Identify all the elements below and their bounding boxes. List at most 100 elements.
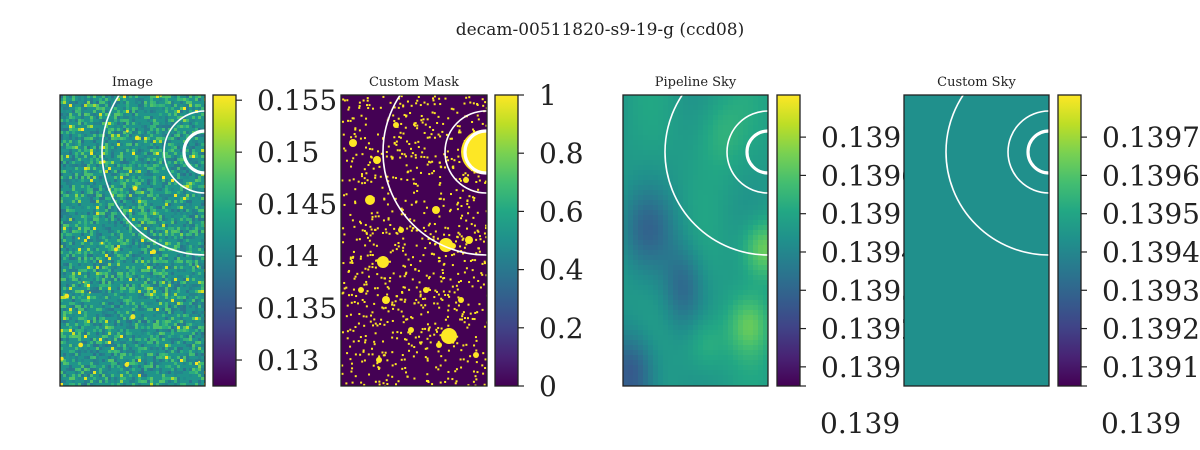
star-source <box>134 135 140 141</box>
star-source <box>114 247 118 252</box>
colorbar-tick-label: 0.1397 <box>821 121 919 154</box>
image-area <box>341 57 487 386</box>
star-source <box>88 291 91 294</box>
panel-2: Custom Mask 0 0.2 0.4 0.6 0.8 1 <box>340 57 584 403</box>
masked-source <box>441 328 457 344</box>
outer-circle <box>664 95 768 256</box>
colorbar-tick-label: 0.6 <box>539 195 584 228</box>
star-source <box>198 360 201 363</box>
figure-title: decam-00511820-s9-19-g (ccd08) <box>455 20 745 40</box>
panel-frame <box>903 94 1050 387</box>
colorbar-tick-label: 0.1396 <box>821 159 919 192</box>
colorbar <box>494 94 519 387</box>
colorbar-tick-label: 0.1395 <box>1102 198 1200 231</box>
star-source <box>196 265 200 268</box>
star-source <box>102 160 106 164</box>
colorbar-tick-label: 0.1393 <box>821 274 919 307</box>
star-source <box>132 185 138 191</box>
colorbar-tick-label: 0.1394 <box>821 236 919 269</box>
star-source <box>100 241 104 245</box>
outer-circle <box>382 95 487 256</box>
star-source <box>60 356 64 361</box>
masked-source <box>432 206 440 214</box>
masked-source <box>365 195 375 205</box>
colorbar-tick-label: 0.1391 <box>821 351 919 384</box>
masked-source <box>382 296 390 304</box>
panel-frame <box>622 94 769 387</box>
outer-circle <box>945 95 1049 256</box>
masked-source <box>373 156 381 164</box>
panel-1: Image 0.13 0.135 0.14 0.145 0.15 0.155 <box>59 75 337 387</box>
colorbar-offset-label: 0.139 <box>1101 407 1181 440</box>
panel-3: Pipeline Sky 0.1391 0.1392 0.1393 0.1394 0.13… <box>622 75 919 440</box>
masked-source <box>358 287 364 293</box>
image-area <box>904 95 1049 386</box>
colorbar-tick-label: 0.8 <box>539 137 584 170</box>
colorbar <box>212 94 237 387</box>
masked-source <box>463 177 469 183</box>
inner-circle <box>745 129 768 175</box>
colorbar-tick-label: 0.135 <box>257 292 337 325</box>
masked-source <box>473 352 479 358</box>
flat-sky <box>904 95 1049 386</box>
masked-source <box>428 57 434 63</box>
star-source <box>151 249 157 254</box>
star-source <box>64 293 70 299</box>
image-area <box>60 95 205 386</box>
panel-title: Image <box>112 75 154 90</box>
panel-frame <box>340 94 488 387</box>
colorbar-tick-label: 0.145 <box>257 188 337 221</box>
colorbar <box>1057 94 1082 387</box>
masked-source <box>398 227 404 233</box>
colorbar <box>776 94 801 387</box>
masked-source <box>450 243 456 249</box>
colorbar-tick-label: 0.1393 <box>1102 274 1200 307</box>
star-source <box>78 342 84 348</box>
middle-circle <box>444 110 487 194</box>
colorbar-tick-label: 0.1392 <box>821 313 919 346</box>
colorbar-tick-label: 0.1397 <box>1102 121 1200 154</box>
panel-title: Custom Sky <box>937 75 1016 90</box>
colorbar-tick-label: 0.15 <box>257 136 319 169</box>
masked-source <box>436 342 442 348</box>
star-source <box>124 362 130 367</box>
colorbar-offset-label: 0.139 <box>820 407 900 440</box>
colorbar-tick-label: 0.1391 <box>1102 351 1200 384</box>
panel-frame <box>59 94 206 387</box>
colorbar-tick-label: 0.1392 <box>1102 313 1200 346</box>
masked-source <box>408 327 414 333</box>
colorbar-tick-label: 0.4 <box>539 254 584 287</box>
masked-source <box>458 297 464 303</box>
star-source <box>126 129 129 133</box>
middle-circle <box>726 110 768 194</box>
colorbar-tick-label: 0.1394 <box>1102 236 1200 269</box>
colorbar-tick-label: 0.13 <box>257 344 319 377</box>
star-source <box>77 237 81 240</box>
image-area <box>623 95 768 386</box>
masked-source <box>376 357 382 363</box>
star-source <box>130 314 136 320</box>
panel-title: Custom Mask <box>369 75 459 90</box>
colorbar-tick-label: 0.1396 <box>1102 159 1200 192</box>
inner-circle <box>182 129 205 175</box>
colorbar-tick-label: 0.2 <box>539 312 584 345</box>
outer-circle <box>101 95 205 256</box>
middle-circle <box>163 110 205 194</box>
inner-circle <box>1026 129 1049 175</box>
masked-source <box>423 287 429 293</box>
masked-source <box>393 122 399 128</box>
panel-title: Pipeline Sky <box>655 75 737 90</box>
colorbar-tick-label: 1 <box>539 79 557 112</box>
inner-circle <box>463 129 487 175</box>
middle-circle <box>1007 110 1049 194</box>
panel-4: Custom Sky 0.1391 0.1392 0.1393 0.1394 0.1395… <box>903 75 1200 440</box>
colorbar-tick-label: 0 <box>539 370 557 403</box>
star-source <box>82 281 85 284</box>
masked-source <box>349 139 357 147</box>
colorbar-tick-label: 0.1395 <box>821 198 919 231</box>
colorbar-tick-label: 0.14 <box>257 240 319 273</box>
masked-source <box>465 236 473 244</box>
colorbar-tick-label: 0.155 <box>257 84 337 117</box>
masked-source <box>377 256 389 268</box>
